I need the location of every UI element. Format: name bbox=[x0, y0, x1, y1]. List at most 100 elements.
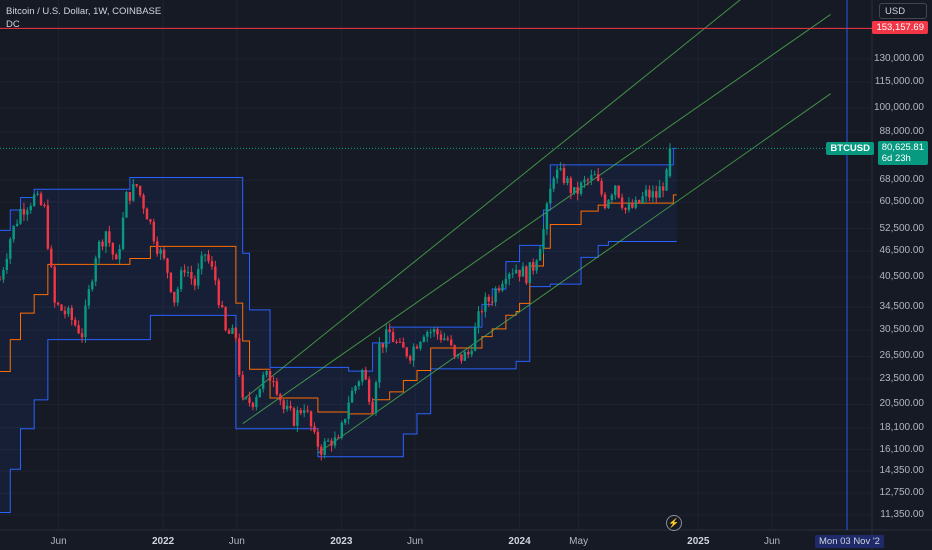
candle-body bbox=[586, 179, 590, 181]
candle-body bbox=[593, 174, 596, 176]
bar-countdown: 6d 23h bbox=[881, 153, 911, 165]
candle-body bbox=[487, 296, 490, 302]
candle-body bbox=[460, 354, 463, 361]
candle-body bbox=[637, 199, 641, 203]
candle-body bbox=[326, 440, 330, 442]
candle-body bbox=[627, 203, 631, 210]
indicator-label[interactable]: DC bbox=[6, 19, 20, 30]
candle-body bbox=[248, 397, 251, 403]
candle-body bbox=[385, 329, 388, 348]
candle-body bbox=[525, 266, 528, 284]
candle-body bbox=[456, 354, 460, 357]
candle-body bbox=[39, 193, 43, 205]
candle-body bbox=[22, 208, 26, 215]
candle-body bbox=[203, 254, 207, 256]
candle-body bbox=[344, 418, 347, 423]
time-tick-label: 2023 bbox=[330, 536, 353, 547]
candle-body bbox=[453, 345, 456, 357]
candle-body bbox=[56, 302, 60, 305]
donchian-lower-line bbox=[0, 240, 677, 514]
price-tick-label: 34,500.00 bbox=[879, 301, 925, 313]
time-tick-label: Jun bbox=[50, 536, 67, 547]
candle-body bbox=[268, 370, 272, 381]
candle-body bbox=[648, 189, 651, 198]
candle-body bbox=[535, 260, 538, 271]
candle-body bbox=[128, 191, 132, 201]
candle-body bbox=[169, 272, 173, 292]
candle-body bbox=[166, 258, 169, 273]
price-tick-label: 60,500.00 bbox=[879, 196, 925, 208]
candle-body bbox=[0, 279, 2, 281]
candle-body bbox=[412, 346, 415, 361]
candle-body bbox=[46, 205, 50, 249]
candle-body bbox=[484, 296, 487, 312]
candle-body bbox=[555, 169, 559, 179]
candle-body bbox=[538, 249, 542, 261]
candle-body bbox=[552, 178, 555, 189]
candle-body bbox=[514, 269, 518, 274]
candle-body bbox=[231, 327, 234, 334]
candle-body bbox=[398, 341, 402, 343]
channel-line bbox=[242, 14, 831, 425]
candle-body bbox=[473, 327, 477, 351]
candle-body bbox=[241, 374, 244, 398]
candle-body bbox=[220, 305, 224, 308]
candle-body bbox=[388, 329, 391, 333]
candle-body bbox=[15, 223, 19, 226]
candle-body bbox=[238, 338, 241, 375]
symbol-title[interactable]: Bitcoin / U.S. Dollar, 1W, COINBASE bbox=[6, 6, 162, 17]
candle-body bbox=[432, 329, 436, 333]
candle-body bbox=[655, 191, 658, 198]
time-tick-label: 2025 bbox=[687, 536, 710, 547]
candle-body bbox=[108, 231, 111, 243]
candle-body bbox=[521, 266, 525, 277]
candle-body bbox=[415, 346, 419, 349]
candle-body bbox=[186, 272, 190, 274]
candle-body bbox=[279, 394, 282, 401]
candle-body bbox=[12, 225, 15, 240]
candle-body bbox=[443, 338, 446, 340]
candle-body bbox=[378, 343, 381, 383]
candle-body bbox=[152, 221, 156, 242]
symbol-tag: BTCUSD bbox=[826, 142, 874, 156]
candle-body bbox=[272, 380, 275, 382]
candle-body bbox=[26, 210, 29, 215]
candle-body bbox=[91, 281, 94, 290]
candle-body bbox=[634, 199, 637, 208]
candle-body bbox=[94, 258, 97, 282]
donchian-fill bbox=[0, 148, 677, 513]
channel-line bbox=[242, 0, 741, 401]
candle-body bbox=[142, 195, 145, 209]
currency-selector[interactable]: USD bbox=[879, 3, 927, 19]
flash-icon[interactable]: ⚡ bbox=[666, 515, 682, 531]
price-tick-label: 40,500.00 bbox=[879, 271, 925, 283]
candle-body bbox=[651, 191, 655, 198]
candle-body bbox=[224, 307, 227, 331]
candle-body bbox=[467, 351, 470, 355]
candle-body bbox=[395, 341, 398, 343]
candle-body bbox=[29, 205, 32, 211]
candle-body bbox=[32, 194, 36, 206]
candle-body bbox=[159, 249, 162, 254]
candle-body bbox=[374, 382, 378, 413]
candle-body bbox=[244, 397, 248, 399]
candle-body bbox=[227, 330, 231, 334]
candle-body bbox=[422, 336, 426, 342]
candle-body bbox=[149, 219, 152, 222]
candle-body bbox=[576, 187, 579, 194]
candle-body bbox=[504, 278, 508, 284]
candle-body bbox=[104, 231, 108, 247]
price-tick-label: 12,750.00 bbox=[879, 487, 925, 499]
candle-body bbox=[480, 311, 484, 313]
candle-body bbox=[501, 283, 504, 291]
candle-body bbox=[518, 269, 521, 277]
candle-body bbox=[600, 180, 603, 195]
candle-body bbox=[125, 191, 128, 218]
price-tick-label: 14,350.00 bbox=[879, 465, 925, 477]
candle-body bbox=[573, 187, 576, 194]
candle-body bbox=[53, 266, 56, 303]
candle-body bbox=[579, 182, 583, 194]
candle-body bbox=[429, 332, 432, 334]
candle-body bbox=[193, 278, 197, 286]
